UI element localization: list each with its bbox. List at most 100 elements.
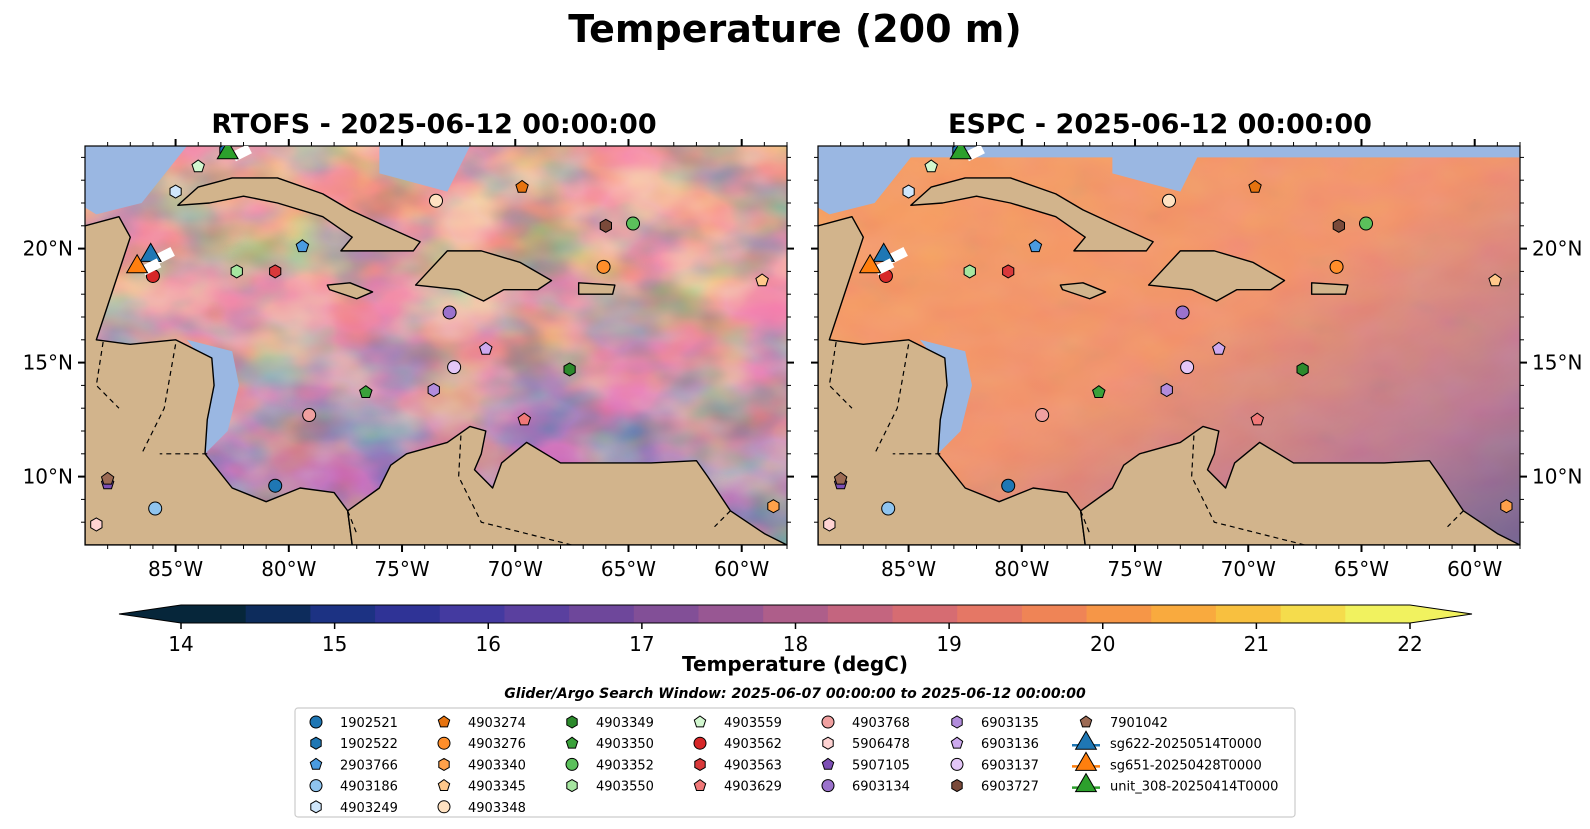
legend-marker	[309, 779, 323, 793]
colorbar-tick-label: 15	[322, 632, 347, 656]
legend-label: 4903350	[596, 737, 654, 752]
no-data-band	[897, 146, 1520, 158]
legend-item: 4903768	[821, 715, 910, 731]
legend-label: 6903136	[981, 737, 1039, 752]
colorbar-segment	[569, 605, 635, 623]
shallow-shelf	[186, 339, 239, 454]
legend-marker	[693, 715, 707, 728]
legend-label: 4903345	[468, 780, 526, 795]
colorbar-segment	[310, 605, 376, 623]
argo-float-4903276	[1329, 259, 1344, 274]
argo-float-5906478	[90, 517, 103, 532]
panel-title-rtofs: RTOFS - 2025-06-12 00:00:00	[211, 109, 656, 140]
country-border	[1447, 510, 1464, 528]
argo-float-7901042	[100, 471, 115, 485]
argo-float-4903276	[596, 259, 611, 274]
legend-item: 4903349	[566, 715, 654, 731]
colorbar-tick-label: 21	[1244, 632, 1269, 656]
argo-float-6903136	[479, 341, 493, 355]
lon-tick-label: 60°W	[1447, 557, 1502, 581]
argo-float-4903186	[148, 501, 163, 516]
shallow-shelf	[379, 146, 470, 192]
legend-marker	[437, 715, 451, 728]
map-body	[818, 146, 1520, 545]
legend-marker	[821, 757, 835, 770]
colorbar-tick-label: 16	[476, 632, 501, 656]
colorbar-extend-low	[119, 605, 181, 623]
legend-label: 4903186	[340, 780, 398, 795]
colorbar-segment	[763, 605, 829, 623]
legend-label: 4903768	[852, 716, 910, 731]
lat-tick-label: 15°N	[1532, 351, 1582, 375]
legend-label: 4903629	[724, 780, 782, 795]
country-border	[141, 344, 177, 455]
lon-tick-label: 75°W	[374, 557, 429, 581]
colorbar-tick-label: 19	[936, 632, 961, 656]
land-mass	[346, 425, 787, 545]
colorbar-extend-high	[1410, 605, 1472, 623]
lat-tick-label: 20°N	[1532, 237, 1582, 261]
land-mass	[414, 250, 553, 302]
lon-tick-label: 70°W	[1221, 557, 1276, 581]
legend-item: 4903352	[565, 757, 654, 773]
legend-item: sg651-20250428T0000	[1072, 751, 1262, 773]
argo-float-2903766	[295, 239, 310, 253]
shallow-shelf	[818, 146, 920, 215]
lon-tick-label: 80°W	[994, 557, 1049, 581]
legend-marker	[310, 736, 322, 750]
legend-marker	[1079, 715, 1093, 728]
legend-marker	[693, 736, 707, 750]
land-mass	[577, 282, 616, 295]
lat-tick-label: 10°N	[1532, 465, 1582, 489]
argo-float-6903134	[442, 305, 457, 320]
legend-marker	[437, 736, 451, 750]
colorbar-segment	[504, 605, 570, 623]
legend-item: 6903136	[950, 736, 1039, 752]
lat-tick-label: 20°N	[23, 237, 73, 261]
lon-tick-label: 65°W	[601, 557, 656, 581]
argo-float-6903137	[447, 360, 462, 375]
argo-float-4903550	[963, 264, 976, 279]
legend-marker	[950, 757, 964, 771]
argo-float-4903348	[429, 193, 443, 208]
legend-item: unit_308-20250414T0000	[1072, 772, 1278, 795]
legend-label: 6903137	[981, 758, 1039, 773]
argo-float-4903350	[359, 385, 373, 398]
colorbar-segment	[1086, 605, 1152, 623]
legend-item: 4903348	[437, 800, 526, 816]
lat-tick-label: 15°N	[23, 351, 73, 375]
legend-item: 1902522	[310, 736, 398, 752]
land-mass	[1059, 282, 1107, 300]
legend-label: 1902521	[340, 716, 398, 731]
argo-float-4903768	[1035, 408, 1050, 423]
legend-marker	[950, 736, 964, 749]
legend-item: 2903766	[309, 757, 398, 773]
legend-marker	[438, 757, 450, 771]
legend-item: 6903135	[951, 715, 1039, 731]
legend-item: 6903134	[821, 779, 910, 795]
colorbar-tick-label: 17	[629, 632, 654, 656]
legend-marker	[437, 800, 451, 814]
legend-label: 4903274	[468, 716, 526, 731]
argo-float-4903249	[902, 184, 915, 199]
land-mass	[1310, 282, 1349, 295]
legend-item: 4903629	[693, 778, 782, 795]
country-border	[95, 341, 120, 409]
colorbar-tick-label: 20	[1090, 632, 1115, 656]
legend-label: 4903276	[468, 737, 526, 752]
legend-label: sg622-20250514T0000	[1110, 737, 1262, 752]
legend-item: 4903340	[438, 757, 526, 773]
legend-item: 6903727	[951, 779, 1039, 795]
legend-item: 4903249	[310, 800, 398, 816]
glider-sg622-20250514T0000	[139, 242, 162, 262]
colorbar-segment	[827, 605, 894, 623]
legend-marker	[822, 736, 834, 750]
argo-float-1902521	[268, 478, 283, 493]
legend-label: 4903562	[724, 737, 782, 752]
legend-marker-glider	[1074, 751, 1098, 771]
shallow-shelf	[85, 146, 187, 215]
legend-marker	[566, 715, 578, 729]
legend-item: 4903350	[565, 736, 654, 752]
argo-float-4903352	[626, 216, 641, 231]
